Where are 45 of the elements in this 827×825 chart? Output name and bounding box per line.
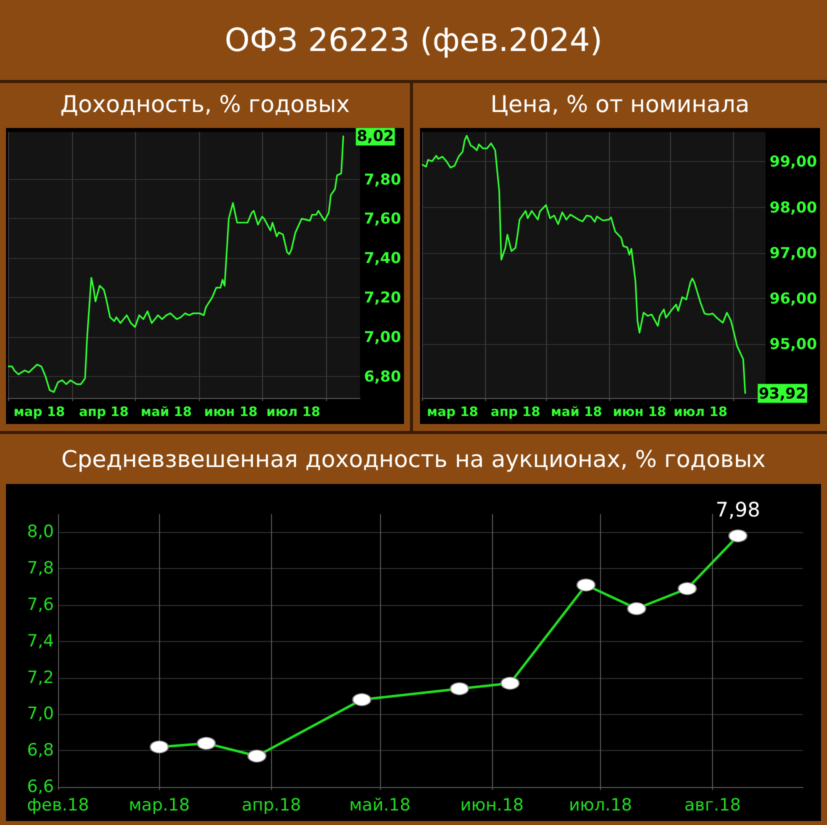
- x-tick-label: июн 18: [204, 405, 258, 420]
- y-tick-label: 7,4: [26, 631, 54, 652]
- annotation: 93,92: [758, 384, 806, 402]
- y-tick-label: 6,8: [26, 740, 54, 761]
- chart-title: Цена, % от номинала: [489, 91, 751, 120]
- y-tick-label: 7,20: [364, 288, 402, 307]
- y-tick-label: 8,0: [26, 522, 54, 542]
- data-label: 7,98: [716, 497, 760, 522]
- x-tick-label: май.18: [349, 796, 411, 816]
- x-tick-label: авг.18: [684, 796, 741, 816]
- chart-subtitle: Доходность, % годовых: [59, 91, 351, 120]
- x-tick-label: май 18: [550, 405, 602, 420]
- x-tick-label: апр 18: [490, 405, 540, 420]
- annotation: 8,02: [356, 126, 394, 145]
- chart-title: Средневзвешенная доходность на аукционах, % годовых: [60, 446, 767, 475]
- y-tick-label: 98,00: [770, 198, 818, 216]
- x-tick-label: июл 18: [266, 405, 320, 420]
- y-tick-label: 97,00: [770, 244, 818, 262]
- x-tick-label: июн.18: [460, 796, 524, 816]
- y-tick-label: 96,00: [770, 290, 818, 308]
- x-tick-label: апр.18: [242, 796, 302, 816]
- x-tick-label: фев.18: [26, 796, 90, 816]
- y-tick-label: 7,8: [26, 558, 54, 579]
- y-tick-label: 99,00: [770, 152, 818, 171]
- chart-title: ОФЗ 26223 (фев.2024): [224, 20, 604, 61]
- y-tick-label: 7,0: [26, 704, 54, 724]
- y-tick-label: 7,40: [364, 249, 402, 268]
- y-tick-label: 7,00: [364, 328, 402, 346]
- y-tick-label: 7,60: [364, 210, 402, 228]
- x-tick-label: мар 18: [14, 405, 65, 420]
- line-series: [421, 134, 746, 394]
- x-tick-label: июн 18: [612, 405, 666, 420]
- x-tick-label: июл 18: [674, 405, 728, 420]
- y-tick-label: 6,6: [26, 777, 54, 797]
- x-tick-label: июл.18: [568, 796, 632, 816]
- x-tick-label: май 18: [140, 405, 192, 420]
- line-series: [7, 135, 344, 393]
- x-tick-label: мар 18: [426, 405, 478, 420]
- y-tick-label: 7,80: [364, 170, 402, 188]
- y-tick-label: 95,00: [770, 335, 818, 354]
- y-tick-label: 7,6: [26, 595, 54, 615]
- x-tick-label: мар.18: [128, 796, 190, 816]
- y-tick-label: 7,2: [26, 668, 54, 688]
- x-tick-label: апр 18: [78, 405, 129, 420]
- y-tick-label: 6,80: [364, 367, 402, 386]
